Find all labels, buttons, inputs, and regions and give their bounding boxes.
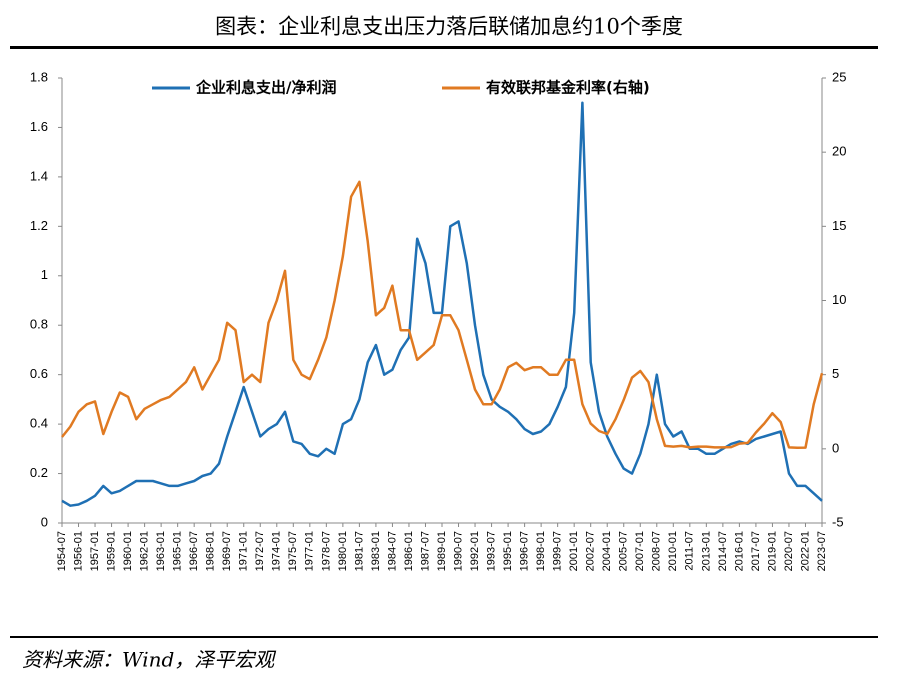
x-tick-label: 1966-07 [188, 531, 200, 571]
x-tick-label: 2020-07 [783, 531, 795, 571]
x-tick-label: 2017-07 [750, 531, 762, 571]
series-line [61, 101, 823, 507]
x-tick-label: 2022-01 [799, 531, 811, 571]
x-tick-label: 1996-07 [519, 531, 531, 571]
x-tick-label: 1963-01 [155, 531, 167, 571]
y-tick-label: 0.8 [30, 317, 48, 332]
x-tick-label: 1984-07 [386, 531, 398, 571]
x-tick-label: 2023-07 [816, 531, 828, 571]
x-tick-label: 1960-01 [122, 531, 134, 571]
legend-label: 有效联邦基金利率(右轴) [486, 79, 650, 97]
y2-tick-label: 10 [832, 292, 846, 307]
x-tick-label: 1998-01 [535, 531, 547, 571]
x-tick-label: 1975-07 [287, 531, 299, 571]
x-tick-label: 1962-01 [139, 531, 151, 571]
x-tick-label: 1983-01 [370, 531, 382, 571]
x-tick-label: 2011-07 [684, 531, 696, 571]
x-tick-label: 1968-01 [205, 531, 217, 571]
y-tick-label: 0.4 [30, 416, 48, 431]
y2-tick-label: -5 [832, 514, 844, 529]
x-tick-label: 1999-07 [552, 531, 564, 571]
x-tick-label: 2014-07 [717, 531, 729, 571]
x-tick-label: 2010-01 [667, 531, 679, 571]
y-tick-label: 1.6 [30, 119, 48, 134]
x-tick-label: 2007-01 [634, 531, 646, 571]
y2-tick-label: 15 [832, 218, 846, 233]
x-tick-label: 1978-07 [320, 531, 332, 571]
chart-title: 图表：企业利息支出压力落后联储加息约10个季度 [215, 15, 683, 39]
x-tick-label: 2019-01 [766, 531, 778, 571]
x-tick-label: 1957-01 [89, 531, 101, 571]
y-tick-label: 0 [41, 514, 48, 529]
x-tick-label: 1986-01 [403, 531, 415, 571]
x-tick-label: 2008-07 [651, 531, 663, 571]
x-tick-label: 2013-01 [700, 531, 712, 571]
title-rule [10, 46, 878, 49]
y-tick-label: 0.6 [30, 366, 48, 381]
y-tick-label: 1.8 [30, 69, 48, 84]
x-tick-label: 1977-01 [304, 531, 316, 571]
y2-tick-label: 0 [832, 440, 839, 455]
x-tick-label: 2016-01 [733, 531, 745, 571]
x-tick-label: 1981-07 [353, 531, 365, 571]
x-tick-label: 1959-01 [105, 531, 117, 571]
x-tick-label: 1989-01 [436, 531, 448, 571]
footer-rule [10, 636, 878, 638]
x-tick-label: 1971-01 [238, 531, 250, 571]
x-tick-label: 1992-01 [469, 531, 481, 571]
x-tick-label: 1954-07 [56, 531, 68, 571]
x-tick-label: 1990-07 [452, 531, 464, 571]
y2-tick-label: 5 [832, 366, 839, 381]
y2-tick-label: 20 [832, 144, 846, 159]
y-tick-label: 1.4 [30, 168, 48, 183]
x-tick-label: 2005-07 [618, 531, 630, 571]
x-tick-label: 1974-01 [271, 531, 283, 571]
x-tick-label: 1987-07 [419, 531, 431, 571]
x-tick-label: 1980-01 [337, 531, 349, 571]
legend-label: 企业利息支出/净利润 [195, 79, 336, 97]
series-line [61, 180, 824, 450]
y-tick-label: 1 [41, 267, 48, 282]
x-tick-label: 1972-07 [254, 531, 266, 571]
y-tick-label: 0.2 [30, 465, 48, 480]
y2-tick-label: 25 [832, 69, 846, 84]
x-tick-label: 1995-01 [502, 531, 514, 571]
x-tick-label: 2001-01 [568, 531, 580, 571]
x-tick-label: 1993-07 [485, 531, 497, 571]
source: 资料来源：Wind，泽平宏观 [22, 648, 276, 672]
x-tick-label: 1965-01 [172, 531, 184, 571]
x-tick-label: 2004-01 [601, 531, 613, 571]
x-tick-label: 1956-01 [72, 531, 84, 571]
y-tick-label: 1.2 [30, 218, 48, 233]
x-tick-label: 1969-07 [221, 531, 233, 571]
x-tick-label: 2002-07 [585, 531, 597, 571]
